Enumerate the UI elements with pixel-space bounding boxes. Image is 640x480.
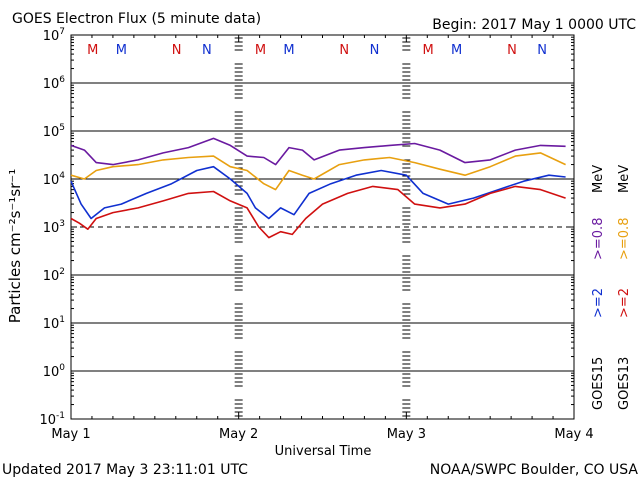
legend-item: >=0.8 bbox=[617, 218, 632, 260]
y-tick-label: 103 bbox=[43, 219, 65, 236]
legend: GOES15 >=2 >=0.8 MeV GOES13 >=2 >=0.8 MeV bbox=[591, 165, 632, 410]
grid bbox=[71, 82, 574, 372]
marker-label: N bbox=[339, 43, 349, 58]
series-line bbox=[70, 152, 566, 191]
y-tick-label: 106 bbox=[43, 75, 66, 92]
series-lines bbox=[70, 137, 566, 239]
y-axis-ticks: 107 106 105 104 103 102 101 100 10-1 bbox=[39, 27, 574, 428]
legend-unit: MeV bbox=[617, 165, 632, 193]
y-tick-label: 10-1 bbox=[39, 411, 65, 428]
marker-label: N bbox=[370, 43, 380, 58]
y-tick-label: 104 bbox=[43, 171, 66, 188]
y-axis-label: Particles cm⁻²s⁻¹sr⁻¹ bbox=[6, 169, 24, 323]
marker-label: N bbox=[202, 43, 212, 58]
legend-item: >=2 bbox=[617, 288, 632, 318]
y-tick-label: 100 bbox=[43, 363, 66, 380]
legend-item: >=0.8 bbox=[591, 218, 606, 260]
y-tick-label: 102 bbox=[43, 267, 65, 284]
x-axis-label: Universal Time bbox=[275, 444, 372, 459]
marker-label: M bbox=[451, 43, 462, 58]
y-tick-label: 101 bbox=[43, 315, 65, 332]
x-tick-label: May 3 bbox=[387, 427, 426, 442]
legend-satellite: GOES13 bbox=[617, 357, 632, 410]
legend-unit: MeV bbox=[591, 165, 606, 193]
marker-label: M bbox=[255, 43, 266, 58]
marker-label: M bbox=[87, 43, 98, 58]
legend-item: >=2 bbox=[591, 288, 606, 318]
legend-satellite: GOES15 bbox=[591, 357, 606, 410]
y-tick-label: 105 bbox=[43, 123, 65, 140]
begin-time: Begin: 2017 May 1 0000 UTC bbox=[432, 17, 636, 33]
y-tick-label: 107 bbox=[43, 27, 65, 44]
day-boundary-ticks bbox=[234, 37, 411, 417]
x-axis-ticks: May 1 May 2 May 3 May 4 bbox=[51, 35, 594, 442]
credit: NOAA/SWPC Boulder, CO USA bbox=[430, 462, 639, 478]
updated-time: Updated 2017 May 3 23:11:01 UTC bbox=[2, 462, 248, 478]
series-line bbox=[70, 137, 566, 166]
marker-label: N bbox=[507, 43, 517, 58]
chart-title: GOES Electron Flux (5 minute data) bbox=[12, 11, 261, 27]
series-line bbox=[70, 165, 566, 220]
x-tick-label: May 2 bbox=[219, 427, 258, 442]
x-tick-label: May 1 bbox=[51, 427, 90, 442]
marker-label: M bbox=[283, 43, 294, 58]
x-tick-label: May 4 bbox=[554, 427, 593, 442]
marker-label: N bbox=[537, 43, 547, 58]
series-line bbox=[70, 185, 566, 239]
marker-label: M bbox=[116, 43, 127, 58]
marker-label: N bbox=[172, 43, 182, 58]
marker-label: M bbox=[423, 43, 434, 58]
